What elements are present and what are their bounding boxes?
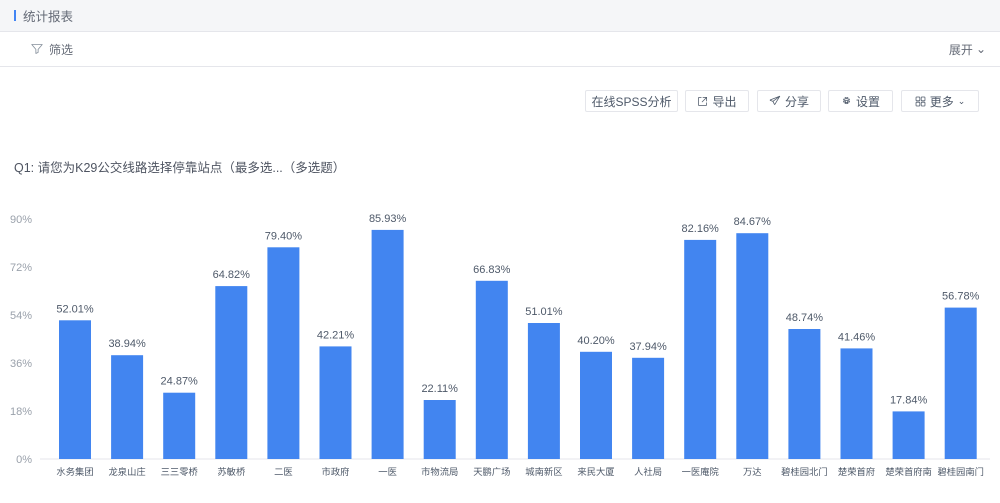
svg-text:天鹏广场: 天鹏广场 (473, 466, 510, 477)
svg-text:52.01%: 52.01% (56, 303, 94, 315)
svg-text:90%: 90% (10, 214, 32, 226)
svg-text:楚荣首府南: 楚荣首府南 (885, 466, 932, 477)
svg-text:城南新区: 城南新区 (525, 466, 562, 477)
svg-text:84.67%: 84.67% (734, 216, 772, 228)
svg-text:66.83%: 66.83% (473, 264, 511, 276)
svg-text:17.84%: 17.84% (890, 394, 928, 406)
svg-text:一医庵院: 一医庵院 (682, 466, 719, 477)
svg-text:82.16%: 82.16% (682, 223, 720, 235)
svg-text:苏敏桥: 苏敏桥 (217, 466, 245, 477)
svg-text:一医: 一医 (378, 467, 397, 477)
svg-text:64.82%: 64.82% (213, 269, 251, 281)
svg-text:38.94%: 38.94% (108, 338, 146, 350)
svg-text:72%: 72% (10, 262, 32, 274)
svg-text:51.01%: 51.01% (525, 306, 563, 318)
svg-text:来民大厦: 来民大厦 (577, 466, 614, 477)
svg-text:85.93%: 85.93% (369, 213, 407, 225)
svg-text:万达: 万达 (743, 466, 762, 477)
svg-text:40.20%: 40.20% (577, 335, 615, 347)
svg-text:41.46%: 41.46% (838, 331, 876, 343)
svg-text:人社局: 人社局 (634, 466, 662, 477)
svg-text:22.11%: 22.11% (421, 383, 458, 395)
svg-text:56.78%: 56.78% (942, 291, 980, 303)
svg-text:市政府: 市政府 (322, 466, 350, 477)
svg-text:24.87%: 24.87% (161, 376, 199, 388)
svg-text:48.74%: 48.74% (786, 312, 824, 324)
svg-text:龙泉山庄: 龙泉山庄 (108, 466, 145, 477)
svg-text:18%: 18% (10, 406, 32, 418)
svg-text:楚荣首府: 楚荣首府 (838, 466, 875, 477)
svg-text:碧桂园南门: 碧桂园南门 (937, 466, 984, 477)
svg-text:36%: 36% (10, 358, 32, 370)
svg-text:市物流局: 市物流局 (421, 466, 458, 477)
svg-text:42.21%: 42.21% (317, 329, 355, 341)
svg-text:二医: 二医 (274, 467, 293, 477)
svg-text:0%: 0% (16, 454, 32, 466)
svg-text:碧桂园北门: 碧桂园北门 (781, 466, 828, 477)
svg-text:79.40%: 79.40% (265, 230, 303, 242)
svg-text:水务集团: 水务集团 (56, 466, 93, 477)
svg-text:54%: 54% (10, 310, 32, 322)
svg-text:三三零桥: 三三零桥 (161, 466, 198, 477)
svg-text:37.94%: 37.94% (629, 341, 667, 353)
